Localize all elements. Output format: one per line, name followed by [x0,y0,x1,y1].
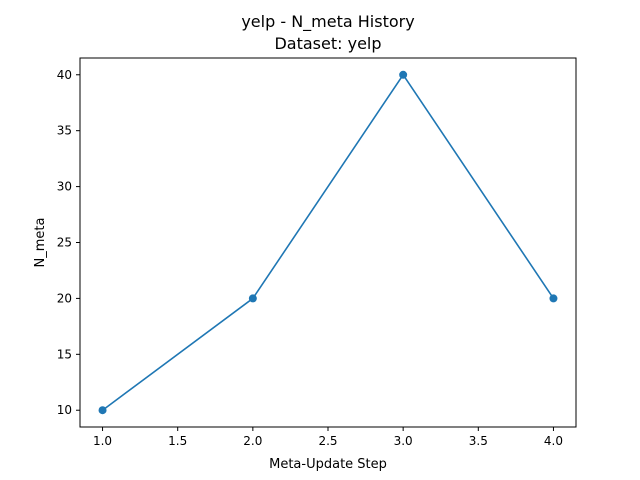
x-tick-label: 4.0 [544,434,563,448]
y-axis-label: N_meta [33,218,48,268]
y-tick-label: 35 [57,124,72,138]
series-layer [98,70,558,415]
data-point [248,294,257,303]
data-point [399,70,408,79]
y-axis: 10 15 20 25 30 35 40 [57,68,80,417]
y-tick-label: 10 [57,403,72,417]
chart-subtitle: Dataset: yelp [274,34,381,53]
x-tick-label: 1.0 [93,434,112,448]
y-tick-label: 30 [57,180,72,194]
x-axis-label: Meta-Update Step [269,457,387,472]
series-line [102,73,555,411]
chart-title: yelp - N_meta History [241,12,414,32]
data-point [549,294,558,303]
y-tick-label: 25 [57,236,72,250]
data-point [98,406,107,415]
y-tick-label: 40 [57,68,72,82]
x-tick-label: 3.0 [394,434,413,448]
x-tick-label: 2.5 [318,434,337,448]
x-tick-label: 1.5 [168,434,187,448]
x-tick-label: 2.0 [243,434,262,448]
y-tick-label: 15 [57,347,72,361]
y-tick-label: 20 [57,291,72,305]
x-tick-label: 3.5 [469,434,488,448]
x-axis: 1.0 1.5 2.0 2.5 3.0 3.5 4.0 [93,427,563,448]
